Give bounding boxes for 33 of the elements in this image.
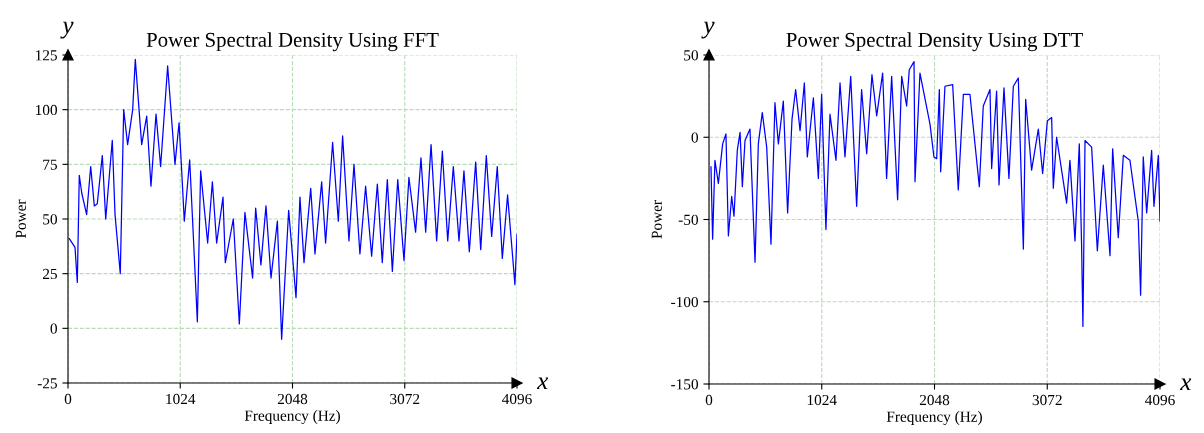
x-tick-label: 4096 — [502, 393, 532, 405]
x-axis-title: Frequency (Hz) — [886, 411, 982, 425]
y-tick-label: 25 — [42, 268, 57, 280]
x-tick-label: 2048 — [277, 393, 308, 405]
y-tick-label: 0 — [50, 323, 57, 334]
x-axis-title: Frequency (Hz) — [244, 410, 340, 424]
x-tick-label: 3072 — [390, 393, 420, 405]
chart-title: Power Spectral Density Using FFT — [146, 32, 439, 52]
y-tick-label: 50 — [43, 214, 57, 225]
y-tick-label: 50 — [684, 50, 698, 61]
y-axis-title: Power — [15, 199, 27, 239]
x-tick-label: 1024 — [166, 393, 196, 405]
x-tick-label: 0 — [64, 393, 72, 405]
y-tick-label: -50 — [678, 214, 698, 225]
y-tick-label: -25 — [37, 378, 57, 389]
y-tick-label: 75 — [43, 159, 57, 170]
text: y — [701, 21, 715, 39]
y-tick-label: 100 — [36, 104, 57, 116]
line-series — [710, 60, 1160, 328]
text: x — [1179, 378, 1192, 391]
y-tick-label: -100 — [671, 296, 698, 308]
x-tick-label: 4096 — [1145, 394, 1175, 406]
y-tick-label: -150 — [671, 379, 698, 390]
chart-title: Power Spectral Density Using DTT — [786, 32, 1083, 52]
text: x — [536, 377, 549, 390]
x-tick-label: 3072 — [1032, 394, 1062, 406]
text: y — [60, 21, 74, 39]
x-tick-label: 1024 — [807, 394, 837, 406]
y-tick-label: 0 — [691, 132, 698, 143]
y-axis-title: Power — [651, 200, 662, 239]
x-tick-label: 0 — [705, 394, 713, 406]
x-tick-label: 2048 — [919, 394, 950, 406]
y-tick-label: 125 — [36, 50, 57, 61]
